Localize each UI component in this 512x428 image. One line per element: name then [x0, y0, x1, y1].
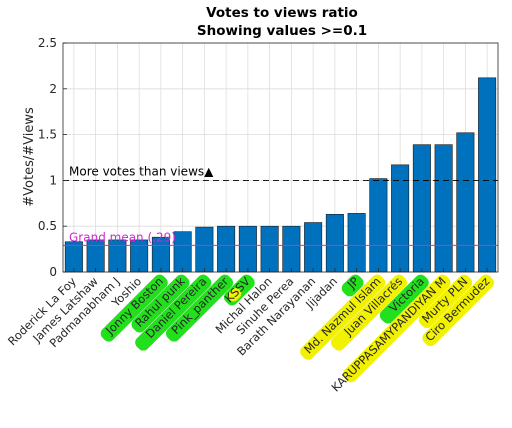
highlight-green-daniel-pereira — [135, 274, 212, 351]
highlight-green-rahul-punk — [131, 274, 190, 333]
y-axis-label: #Votes/#Views — [22, 107, 37, 207]
bar-victoria — [412, 144, 431, 273]
label-highlights — [100, 274, 495, 383]
bar-kssv — [238, 225, 257, 273]
grand-mean-label: Grand mean (.29) — [69, 230, 176, 244]
y-tick-label: 0 — [49, 265, 57, 279]
bar-murty-pln — [456, 132, 475, 273]
highlight-yellow-murty-pln — [418, 274, 473, 329]
y-tick-label: 1.5 — [38, 128, 57, 142]
bar-juan-villacr-s — [391, 164, 410, 273]
bar-padmanabham-j — [108, 239, 127, 273]
highlight-green-victoria — [379, 274, 429, 324]
bar-ciro-bermudez — [478, 77, 497, 273]
chart-subtitle: Showing values >=0.1 — [197, 23, 367, 39]
highlight-yellow-ciro-bermudez — [422, 274, 495, 347]
bar-daniel-pereira — [195, 226, 214, 273]
bar-karuppasamypandiyan-m — [434, 144, 453, 273]
bar-rahul-punk — [173, 231, 192, 273]
highlight-yellow-juan-villacr-s — [330, 274, 408, 351]
bar-james-latshaw — [86, 239, 105, 273]
bar-jijadan — [325, 213, 344, 273]
chart-title: Votes to views ratio — [206, 5, 358, 21]
bar-roderick-la-foy — [64, 241, 83, 273]
y-tick-label: 2 — [49, 82, 57, 96]
y-tick-label: 1 — [49, 173, 57, 187]
bar-yoshio — [130, 239, 149, 273]
reference-lines: More votes than views▲ Grand mean (.29) — [63, 164, 498, 246]
highlight-yellow-kssv — [227, 287, 242, 302]
more-votes-threshold-label: More votes than views▲ — [69, 164, 214, 178]
highlight-green-pink-panther — [165, 274, 234, 342]
bar-barath-narayanan — [304, 222, 323, 273]
y-tick-label: 2.5 — [38, 36, 57, 50]
plot-area-box — [62, 42, 499, 273]
bar-sinuhe-perea — [282, 225, 301, 273]
axes — [62, 42, 499, 273]
highlight-green-jonny-boston — [100, 274, 168, 342]
highlight-yellow-karuppasamypandiyan-m — [342, 274, 451, 383]
bar-pink-panther — [217, 225, 236, 273]
y-tick-labels: 0 0.5 1 1.5 2 2.5 — [38, 36, 57, 279]
highlight-green-jp — [341, 274, 364, 297]
y-tick-label: 0.5 — [38, 219, 57, 233]
bar-jp — [347, 213, 366, 273]
bar-michal-halon — [260, 225, 279, 273]
highlight-yellow-md-nazmul-islam — [300, 274, 386, 360]
bar-md-nazmul-islam — [369, 178, 388, 273]
